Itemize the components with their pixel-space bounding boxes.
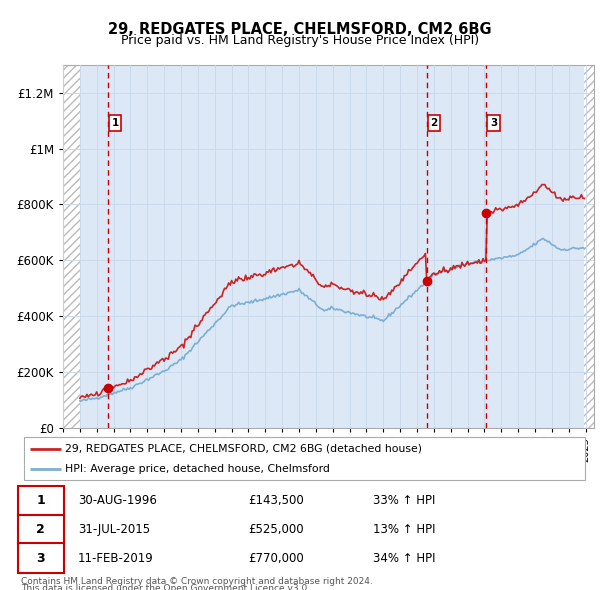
Text: £770,000: £770,000 — [248, 552, 304, 565]
Bar — [584, 65, 594, 428]
Text: 1: 1 — [112, 118, 119, 128]
Text: 3: 3 — [490, 118, 497, 128]
Text: 30-AUG-1996: 30-AUG-1996 — [78, 494, 157, 507]
Text: 13% ↑ HPI: 13% ↑ HPI — [373, 523, 435, 536]
Bar — [584, 65, 594, 428]
Text: 29, REDGATES PLACE, CHELMSFORD, CM2 6BG: 29, REDGATES PLACE, CHELMSFORD, CM2 6BG — [108, 22, 492, 37]
Text: £143,500: £143,500 — [248, 494, 304, 507]
Text: 31-JUL-2015: 31-JUL-2015 — [78, 523, 150, 536]
FancyBboxPatch shape — [18, 514, 64, 545]
Text: This data is licensed under the Open Government Licence v3.0.: This data is licensed under the Open Gov… — [21, 584, 310, 590]
Text: 3: 3 — [37, 552, 45, 565]
Text: Contains HM Land Registry data © Crown copyright and database right 2024.: Contains HM Land Registry data © Crown c… — [21, 577, 373, 586]
Text: 1: 1 — [37, 494, 45, 507]
Text: 11-FEB-2019: 11-FEB-2019 — [78, 552, 154, 565]
FancyBboxPatch shape — [24, 438, 585, 480]
Text: 2: 2 — [37, 523, 45, 536]
Text: 2: 2 — [430, 118, 437, 128]
Text: 34% ↑ HPI: 34% ↑ HPI — [373, 552, 435, 565]
Bar — [63, 65, 80, 428]
Text: 33% ↑ HPI: 33% ↑ HPI — [373, 494, 435, 507]
Text: £525,000: £525,000 — [248, 523, 304, 536]
Bar — [63, 65, 80, 428]
Text: Price paid vs. HM Land Registry's House Price Index (HPI): Price paid vs. HM Land Registry's House … — [121, 34, 479, 47]
Text: HPI: Average price, detached house, Chelmsford: HPI: Average price, detached house, Chel… — [65, 464, 330, 474]
FancyBboxPatch shape — [18, 543, 64, 573]
FancyBboxPatch shape — [18, 486, 64, 516]
Text: 29, REDGATES PLACE, CHELMSFORD, CM2 6BG (detached house): 29, REDGATES PLACE, CHELMSFORD, CM2 6BG … — [65, 444, 422, 454]
